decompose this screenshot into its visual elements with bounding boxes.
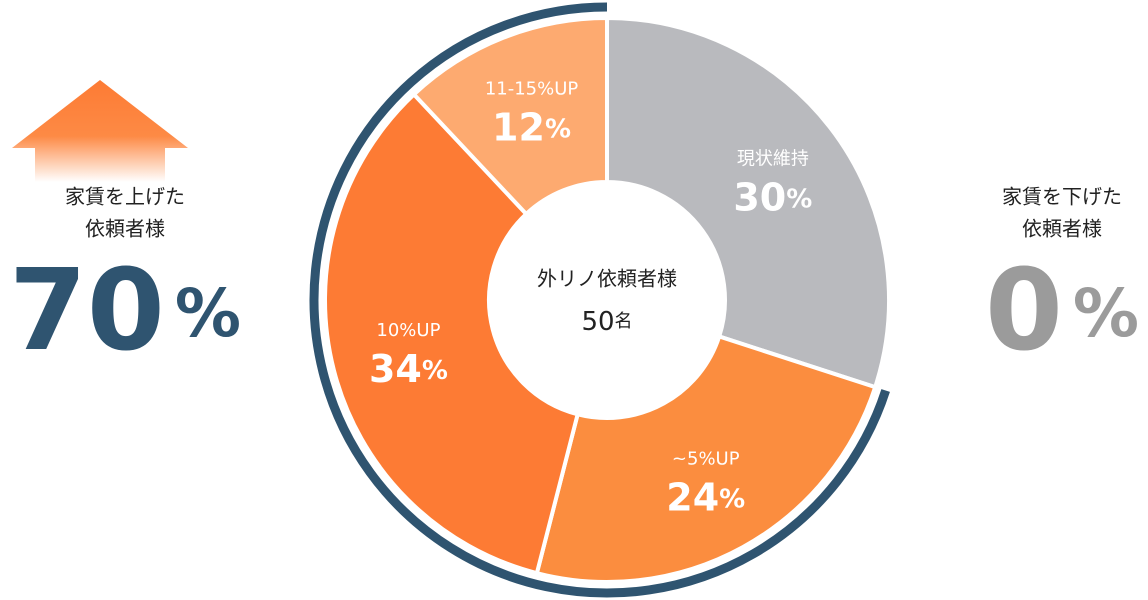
- slice-category: 11-15%UP: [485, 78, 579, 99]
- summary-label: 依頼者様: [85, 217, 165, 241]
- slice-category: 10%UP: [376, 320, 440, 341]
- summary-label: 家賃を上げた: [65, 185, 185, 209]
- summary-label: 依頼者様: [1022, 217, 1102, 241]
- slice-value-unit: %: [545, 114, 571, 144]
- slice-value-unit: %: [786, 184, 812, 214]
- summary-value-number: 0: [985, 246, 1063, 376]
- summary-value-unit: %: [175, 275, 241, 352]
- center-value-unit: 名: [615, 311, 633, 332]
- slice-value: 30%: [733, 175, 812, 219]
- summary-value-number: 70: [9, 246, 165, 376]
- summary-value: 0%: [985, 246, 1139, 376]
- pie-slice: [534, 333, 878, 584]
- summary-value-unit: %: [1073, 275, 1139, 352]
- pie-slice: [323, 91, 581, 576]
- slice-category: ~5%UP: [672, 449, 740, 470]
- slice-value-number: 12: [492, 105, 545, 149]
- slice-value-unit: %: [719, 484, 745, 514]
- slice-value: 12%: [492, 105, 571, 149]
- summary-value: 70%: [9, 246, 241, 376]
- raised-ring: [309, 2, 890, 598]
- slice-value: 34%: [369, 346, 448, 390]
- slice-category: 現状維持: [737, 149, 809, 170]
- center-title: 外リノ依頼者様: [537, 267, 677, 291]
- slice-value-unit: %: [422, 355, 448, 385]
- center-value-number: 50: [581, 307, 614, 337]
- slice-value: 24%: [666, 475, 745, 519]
- pie-slice: [411, 15, 609, 217]
- summary-label: 家賃を下げた: [1002, 185, 1122, 209]
- up-arrow: [12, 80, 188, 182]
- center-value: 50名: [581, 307, 632, 337]
- slice-value-number: 24: [666, 475, 719, 519]
- slice-value-number: 34: [369, 346, 422, 390]
- slice-value-number: 30: [733, 175, 786, 219]
- pie-slice: [605, 15, 891, 390]
